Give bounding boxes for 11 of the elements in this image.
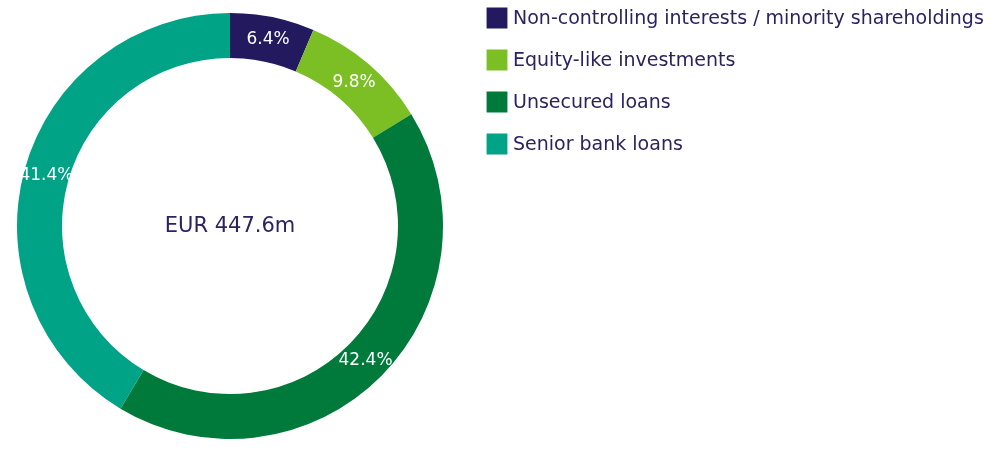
legend-label: Unsecured loans [513, 90, 671, 112]
donut-slice [120, 114, 443, 439]
donut-slice [230, 13, 314, 72]
donut-slice [295, 29, 412, 138]
text: EUR 447.6m [164, 213, 296, 237]
legend-label: Equity-like investments [513, 48, 736, 70]
data-label: 6.4% [246, 28, 290, 49]
legend-label: Non-controlling interests / minority shareholdings [513, 6, 984, 28]
data-label: 42.4% [338, 348, 393, 369]
legend-label: Senior bank loans [513, 132, 683, 154]
data-label: 9.8% [332, 70, 376, 91]
